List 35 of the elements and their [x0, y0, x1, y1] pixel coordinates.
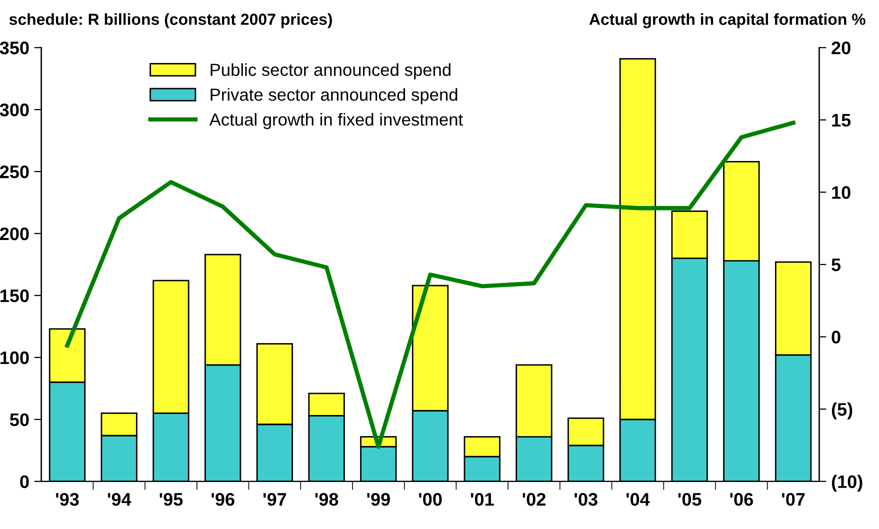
- x-tick-label: '03: [574, 492, 598, 506]
- x-tick-label: '97: [263, 492, 286, 506]
- y2-axis-title: Actual growth in capital formation %: [589, 13, 866, 28]
- x-tick-label: '01: [470, 492, 494, 506]
- y-tick-label: 150: [0, 289, 29, 302]
- x-tick-label: '06: [730, 492, 753, 506]
- y-tick-label: 50: [10, 413, 29, 426]
- y2-tick-label: 15: [832, 114, 851, 127]
- y2-tick-label: 5: [832, 258, 841, 272]
- x-tick-label: '93: [56, 492, 79, 506]
- y2-tick-label: 20: [832, 42, 850, 54]
- legend-label: Private sector announced spend: [210, 88, 458, 104]
- y-tick-label: 200: [0, 227, 29, 240]
- x-tick-label: '95: [160, 492, 183, 506]
- x-tick-label: '94: [108, 492, 132, 506]
- x-tick-label: '02: [522, 492, 546, 506]
- y2-tick-label: 0: [832, 330, 840, 344]
- x-tick-label: '96: [212, 492, 234, 506]
- legend-label: Actual growth in fixed investment: [209, 112, 463, 130]
- y-axis-title: schedule: R billions (constant 2007 prices): [9, 13, 332, 28]
- x-tick-label: '07: [782, 492, 805, 506]
- y-tick-label: 0: [20, 475, 29, 488]
- x-tick-label: '99: [367, 492, 390, 506]
- y2-tick-label: (5): [832, 402, 852, 420]
- x-tick-label: '05: [678, 492, 702, 506]
- y2-tick-label: (10): [832, 474, 862, 492]
- y-tick-label: 250: [0, 165, 29, 178]
- legend-label: Public sector announced spend: [210, 63, 450, 80]
- x-tick-label: '00: [419, 492, 442, 506]
- x-tick-label: '04: [626, 492, 650, 506]
- y-tick-label: 100: [0, 351, 29, 364]
- y2-tick-label: 10: [832, 186, 850, 199]
- y-tick-label: 350: [0, 42, 29, 54]
- x-tick-label: '98: [315, 492, 338, 506]
- y-tick-label: 300: [0, 104, 29, 116]
